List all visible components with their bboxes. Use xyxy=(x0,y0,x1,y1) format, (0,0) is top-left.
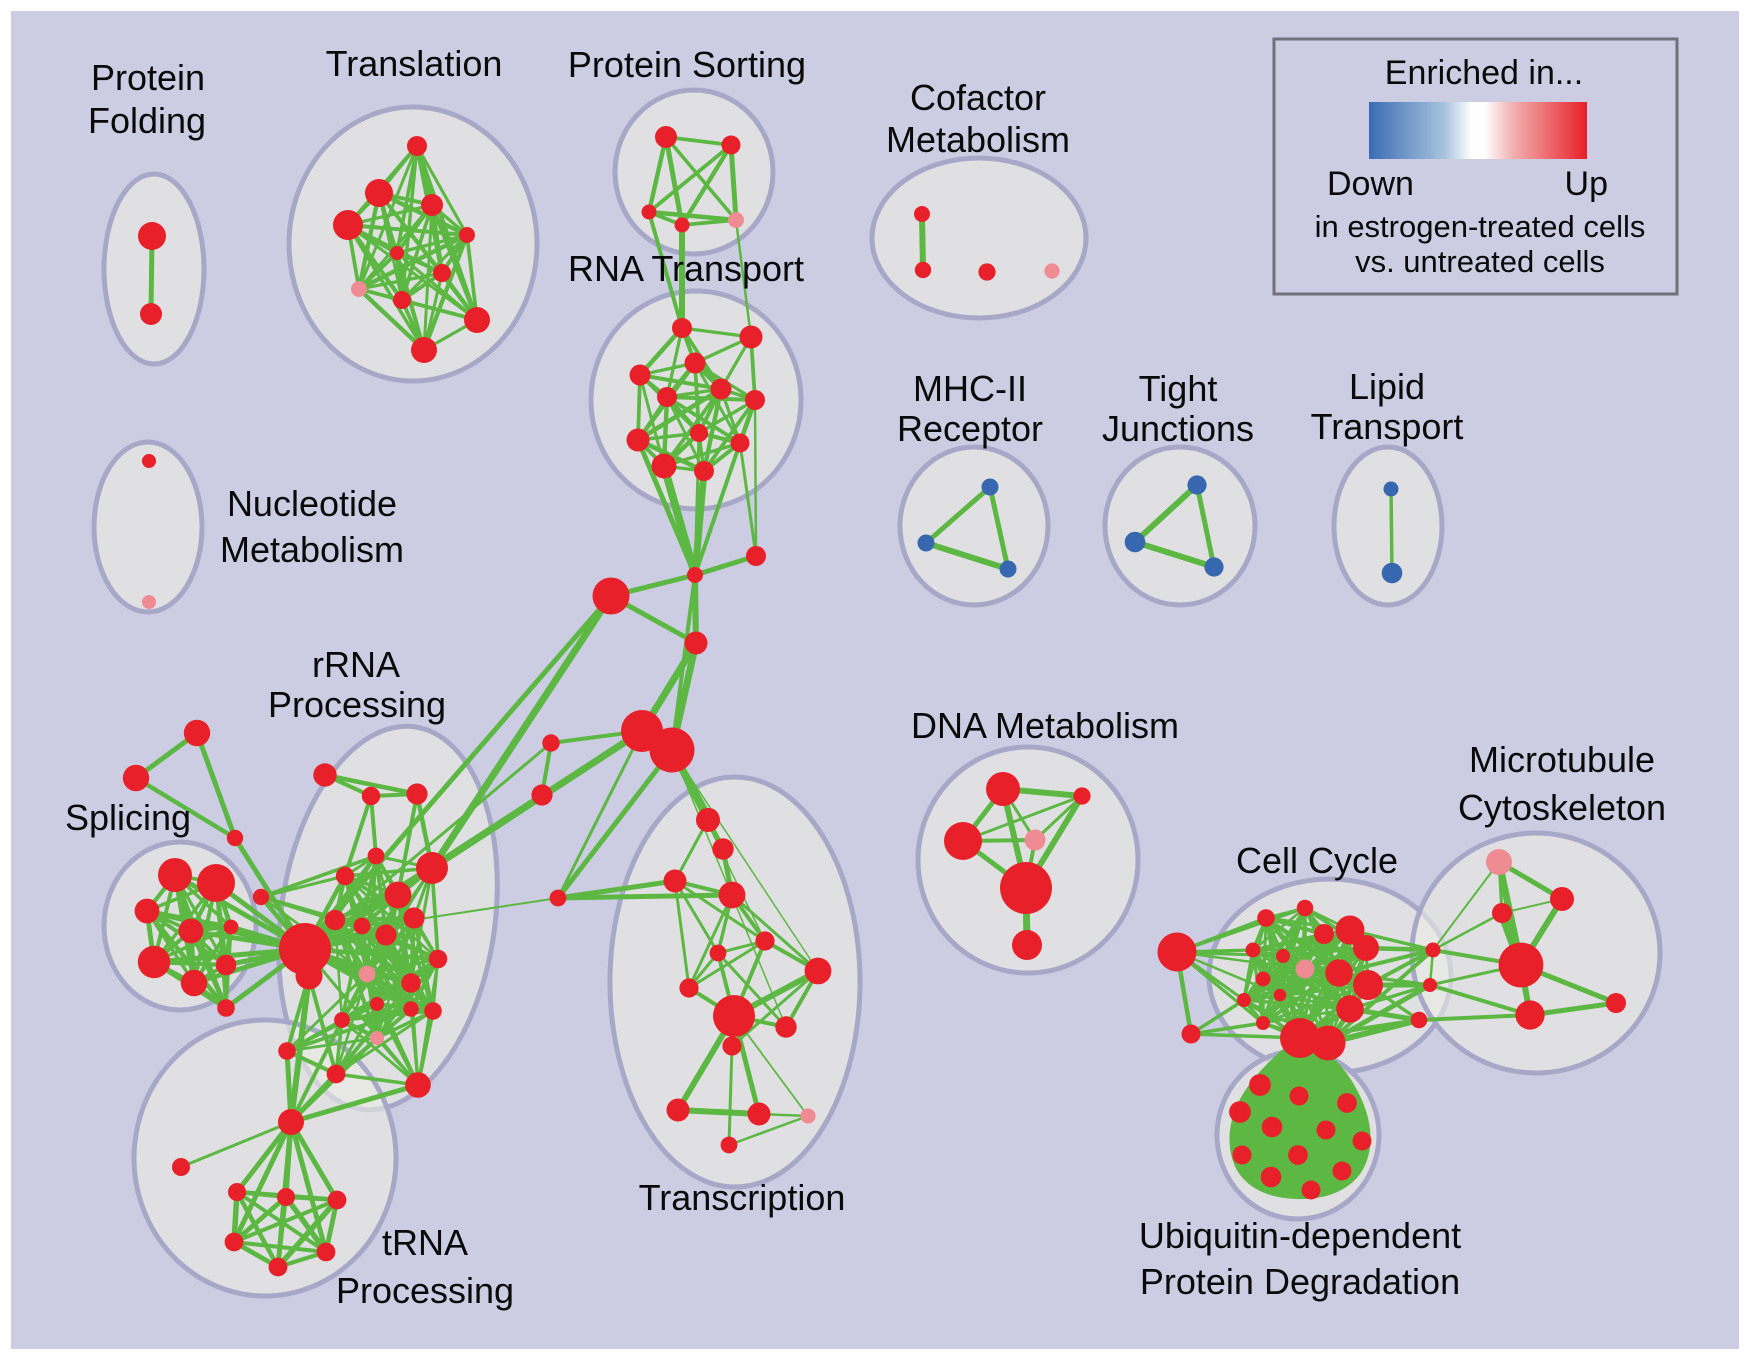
svg-text:vs. untreated cells: vs. untreated cells xyxy=(1355,244,1605,279)
svg-text:tRNA: tRNA xyxy=(382,1222,468,1263)
svg-text:Metabolism: Metabolism xyxy=(886,119,1070,160)
svg-text:Protein Sorting: Protein Sorting xyxy=(568,44,806,85)
svg-text:Down: Down xyxy=(1327,165,1414,203)
svg-text:in estrogen-treated cells: in estrogen-treated cells xyxy=(1315,209,1646,244)
svg-text:Protein: Protein xyxy=(91,57,205,98)
svg-text:Translation: Translation xyxy=(326,43,503,84)
svg-text:Junctions: Junctions xyxy=(1102,408,1254,449)
svg-text:DNA Metabolism: DNA Metabolism xyxy=(911,705,1179,746)
svg-text:Cell Cycle: Cell Cycle xyxy=(1236,840,1398,881)
svg-text:Metabolism: Metabolism xyxy=(220,529,404,570)
svg-text:Folding: Folding xyxy=(88,100,206,141)
svg-text:Ubiquitin-dependent: Ubiquitin-dependent xyxy=(1139,1215,1461,1256)
svg-text:Transcription: Transcription xyxy=(639,1177,846,1218)
svg-text:Nucleotide: Nucleotide xyxy=(227,483,397,524)
svg-text:RNA Transport: RNA Transport xyxy=(568,248,804,289)
svg-text:Cofactor: Cofactor xyxy=(910,77,1046,118)
svg-text:Protein Degradation: Protein Degradation xyxy=(1140,1261,1460,1302)
svg-text:Transport: Transport xyxy=(1311,406,1464,447)
svg-text:Lipid: Lipid xyxy=(1349,366,1425,407)
svg-text:Processing: Processing xyxy=(268,684,446,725)
svg-text:Cytoskeleton: Cytoskeleton xyxy=(1458,787,1666,828)
svg-text:Receptor: Receptor xyxy=(897,408,1043,449)
svg-text:Splicing: Splicing xyxy=(65,797,191,838)
svg-text:Processing: Processing xyxy=(336,1270,514,1311)
svg-text:Enriched in...: Enriched in... xyxy=(1385,54,1583,92)
svg-text:rRNA: rRNA xyxy=(312,644,400,685)
svg-text:Tight: Tight xyxy=(1139,368,1218,409)
svg-text:MHC-II: MHC-II xyxy=(913,368,1027,409)
svg-text:Microtubule: Microtubule xyxy=(1469,739,1655,780)
svg-text:Up: Up xyxy=(1565,165,1608,203)
